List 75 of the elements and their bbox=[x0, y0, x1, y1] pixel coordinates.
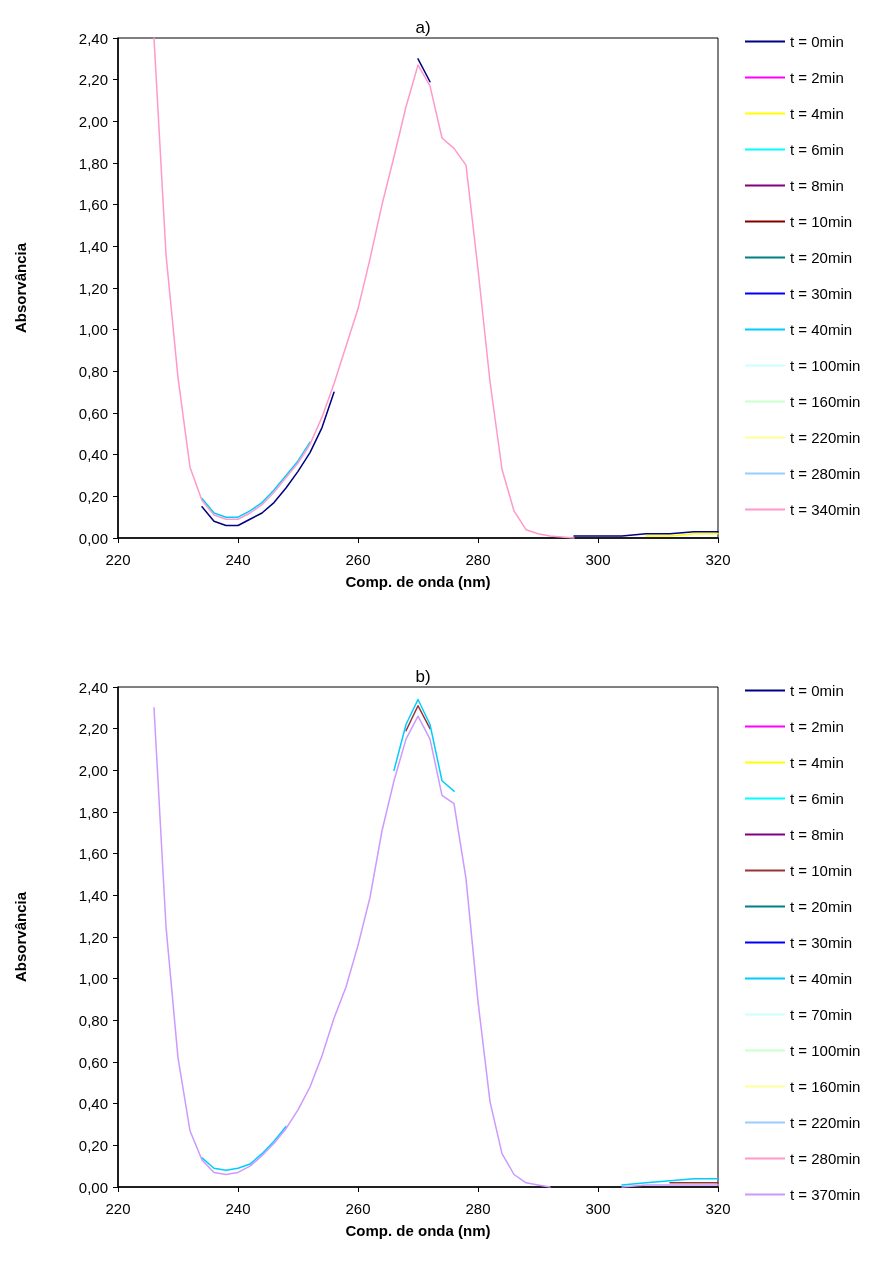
legend-label: t = 6min bbox=[790, 141, 844, 158]
chart-title: b) bbox=[415, 667, 431, 686]
x-tick-label: 300 bbox=[585, 551, 611, 568]
y-tick-label: 0,40 bbox=[78, 1095, 108, 1113]
legend-label: t = 10min bbox=[790, 213, 853, 230]
legend-label: t = 70min bbox=[790, 1006, 853, 1023]
legend-label: t = 0min bbox=[790, 682, 844, 699]
y-tick-label: 2,40 bbox=[78, 29, 108, 47]
y-tick-label: 0,40 bbox=[78, 446, 108, 464]
x-tick-label: 320 bbox=[705, 1200, 731, 1217]
legend-label: t = 280min bbox=[790, 465, 861, 482]
x-axis-title: Comp. de onda (nm) bbox=[345, 573, 491, 590]
x-tick-label: 260 bbox=[345, 1200, 371, 1217]
legend-label: t = 20min bbox=[790, 249, 853, 266]
y-tick-label: 0,20 bbox=[78, 487, 108, 505]
legend-label: t = 220min bbox=[790, 429, 861, 446]
legend-label: t = 220min bbox=[790, 1114, 861, 1131]
legend-label: t = 10min bbox=[790, 862, 853, 879]
legend-label: t = 40min bbox=[790, 970, 853, 987]
line-series bbox=[153, 37, 575, 539]
legend-label: t = 4min bbox=[790, 754, 844, 771]
legend-label: t = 100min bbox=[790, 1042, 861, 1059]
y-tick-label: 1,20 bbox=[78, 928, 108, 946]
x-tick-label: 320 bbox=[705, 551, 731, 568]
legend-label: t = 340min bbox=[790, 501, 861, 518]
x-tick-label: 220 bbox=[105, 1200, 131, 1217]
x-tick-label: 280 bbox=[465, 551, 491, 568]
legend-label: t = 0min bbox=[790, 33, 844, 50]
legend-label: t = 6min bbox=[790, 790, 844, 807]
legend-label: t = 8min bbox=[790, 826, 844, 843]
x-tick-label: 260 bbox=[345, 551, 371, 568]
y-tick-label: 1,20 bbox=[78, 279, 108, 297]
y-tick-label: 2,20 bbox=[78, 71, 108, 89]
x-axis-title: Comp. de onda (nm) bbox=[345, 1222, 491, 1239]
y-tick-label: 1,80 bbox=[78, 803, 108, 821]
y-tick-label: 0,00 bbox=[78, 529, 108, 547]
y-tick-label: 1,40 bbox=[78, 237, 108, 255]
legend-label: t = 2min bbox=[790, 69, 844, 86]
y-tick-label: 0,20 bbox=[78, 1136, 108, 1154]
legend-label: t = 40min bbox=[790, 321, 853, 338]
y-tick-label: 0,00 bbox=[78, 1178, 108, 1196]
y-tick-label: 0,80 bbox=[78, 362, 108, 380]
x-tick-label: 280 bbox=[465, 1200, 491, 1217]
y-tick-label: 0,80 bbox=[78, 1011, 108, 1029]
y-tick-label: 0,60 bbox=[78, 1053, 108, 1071]
y-tick-label: 1,60 bbox=[78, 196, 108, 214]
legend-label: t = 160min bbox=[790, 1078, 861, 1095]
legend-label: t = 30min bbox=[790, 934, 853, 951]
legend-label: t = 370min bbox=[790, 1186, 861, 1203]
y-tick-label: 2,40 bbox=[78, 678, 108, 696]
y-tick-label: 1,80 bbox=[78, 154, 108, 172]
y-tick-label: 0,60 bbox=[78, 404, 108, 422]
legend-label: t = 160min bbox=[790, 393, 861, 410]
line-series bbox=[201, 441, 311, 518]
y-tick-label: 1,40 bbox=[78, 886, 108, 904]
x-tick-label: 240 bbox=[225, 1200, 251, 1217]
y-axis-title: Absorvância bbox=[12, 891, 29, 983]
legend-label: t = 20min bbox=[790, 898, 853, 915]
y-tick-label: 2,00 bbox=[78, 112, 108, 130]
y-axis-title: Absorvância bbox=[12, 242, 29, 334]
x-tick-label: 220 bbox=[105, 551, 131, 568]
x-tick-label: 300 bbox=[585, 1200, 611, 1217]
y-tick-label: 1,00 bbox=[78, 321, 108, 339]
y-tick-label: 1,60 bbox=[78, 845, 108, 863]
x-tick-label: 240 bbox=[225, 551, 251, 568]
y-tick-label: 2,20 bbox=[78, 720, 108, 738]
legend-label: t = 100min bbox=[790, 357, 861, 374]
legend-label: t = 2min bbox=[790, 718, 844, 735]
y-tick-label: 2,00 bbox=[78, 761, 108, 779]
legend-label: t = 4min bbox=[790, 105, 844, 122]
legend-label: t = 280min bbox=[790, 1150, 861, 1167]
legend-label: t = 8min bbox=[790, 177, 844, 194]
y-tick-label: 1,00 bbox=[78, 970, 108, 988]
chart-title: a) bbox=[415, 18, 431, 37]
legend-label: t = 30min bbox=[790, 285, 853, 302]
